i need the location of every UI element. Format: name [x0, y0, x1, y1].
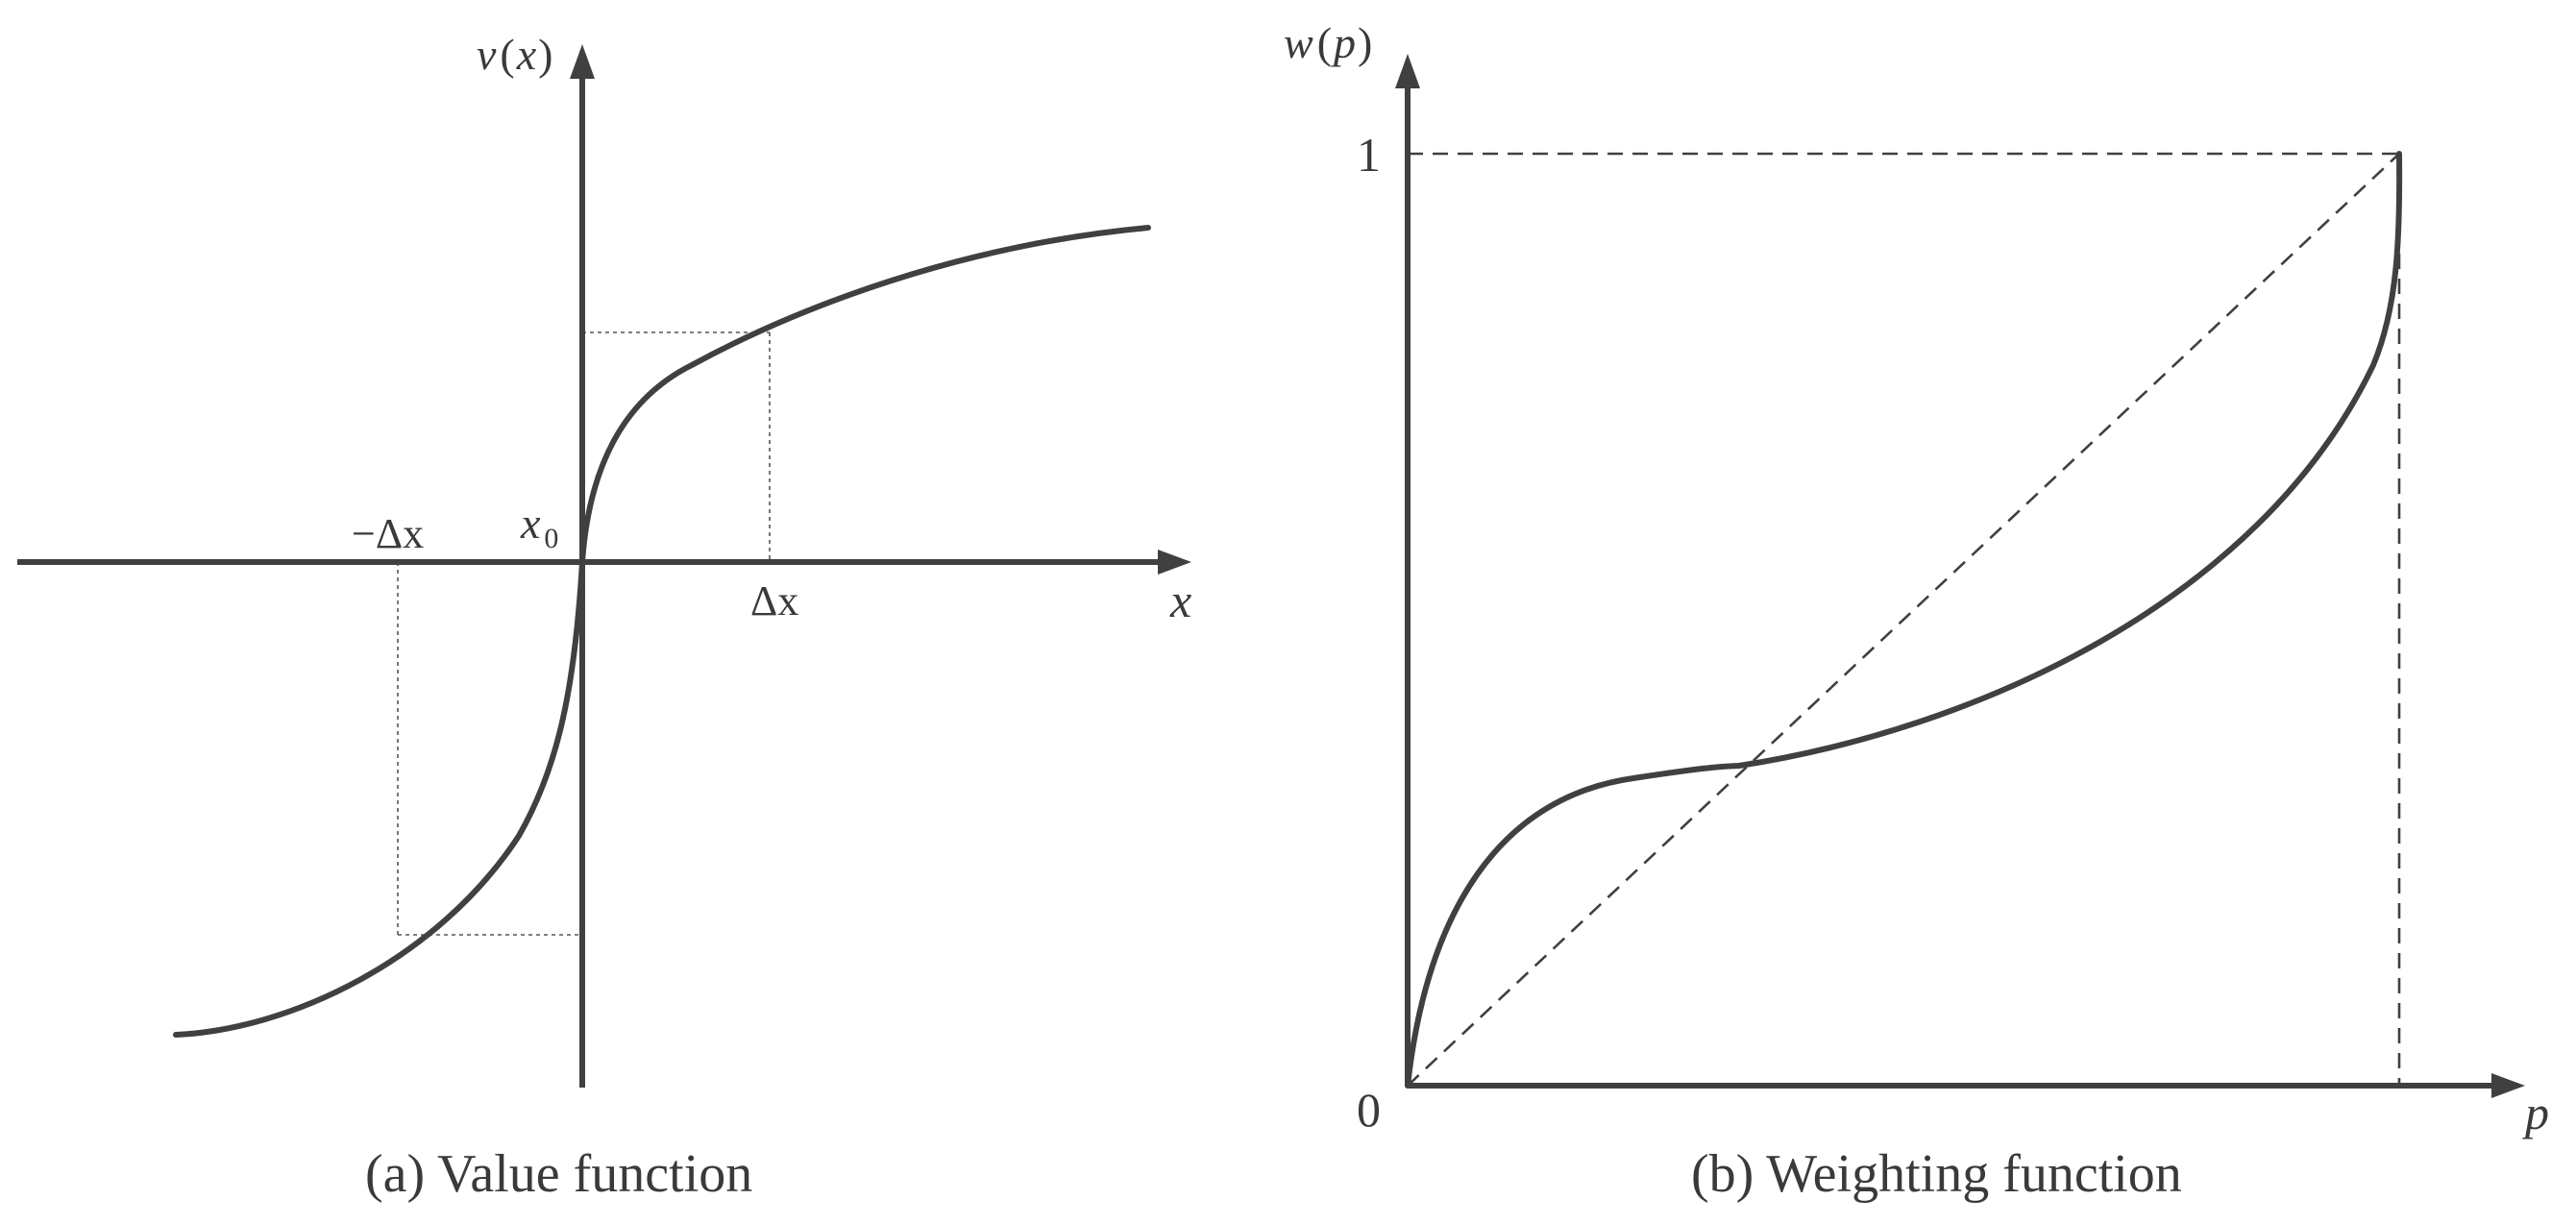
weighting-function-curve	[1405, 151, 2403, 1089]
value-x-axis-arrowhead	[1158, 550, 1191, 575]
value-function-curve	[173, 225, 1151, 1038]
weighting-x-axis-label: p	[2522, 1086, 2549, 1139]
weighting-y-axis-arrowhead	[1395, 54, 1420, 88]
value-y-axis-label: v(x)	[477, 30, 553, 79]
weighting-y-axis-label: w(p)	[1284, 18, 1372, 67]
value-y-axis-arrowhead	[570, 44, 595, 79]
positive-delta-guides	[582, 331, 771, 562]
weighting-function-caption: (b) Weighting function	[1691, 1144, 2182, 1204]
value-x-axis-label: x	[1169, 574, 1191, 627]
weighting-y-tick-one: 1	[1357, 128, 1381, 182]
diagonal-reference-line	[1407, 153, 2400, 1087]
negative-delta-label: −Δx	[352, 510, 424, 557]
weighting-origin-label: 0	[1357, 1083, 1381, 1137]
value-function-caption: (a) Value function	[365, 1144, 752, 1204]
weighting-function-panel: w(p) 1 0 p (b) Weighting function	[1284, 18, 2549, 1204]
positive-delta-label: Δx	[750, 577, 798, 624]
weighting-x-axis-arrowhead	[2491, 1073, 2525, 1098]
